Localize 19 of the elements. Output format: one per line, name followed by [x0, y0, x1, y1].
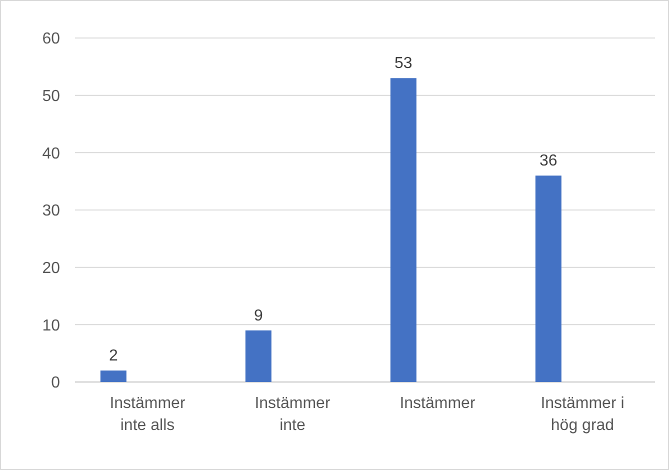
x-tick-label: Instämmer — [400, 395, 476, 412]
data-label: 9 — [254, 307, 263, 324]
y-tick-label: 30 — [42, 202, 60, 220]
data-label: 53 — [394, 55, 412, 72]
y-tick-label: 50 — [42, 88, 60, 105]
y-tick-label: 40 — [42, 145, 60, 162]
bar — [100, 370, 126, 382]
y-tick-label: 20 — [42, 260, 60, 277]
y-tick-label: 60 — [42, 30, 60, 48]
bar — [535, 176, 562, 382]
data-label: 36 — [540, 152, 558, 170]
data-label: 2 — [108, 348, 118, 365]
bar — [390, 78, 416, 382]
x-tick-label: Instämmer inte alls — [110, 395, 186, 434]
x-tick-label: Instämmer i hög grad — [540, 395, 624, 434]
bar — [245, 330, 272, 382]
y-tick-label: 0 — [51, 374, 60, 392]
x-tick-label: Instämmer inte — [254, 395, 331, 434]
y-tick-label: 10 — [42, 317, 60, 334]
